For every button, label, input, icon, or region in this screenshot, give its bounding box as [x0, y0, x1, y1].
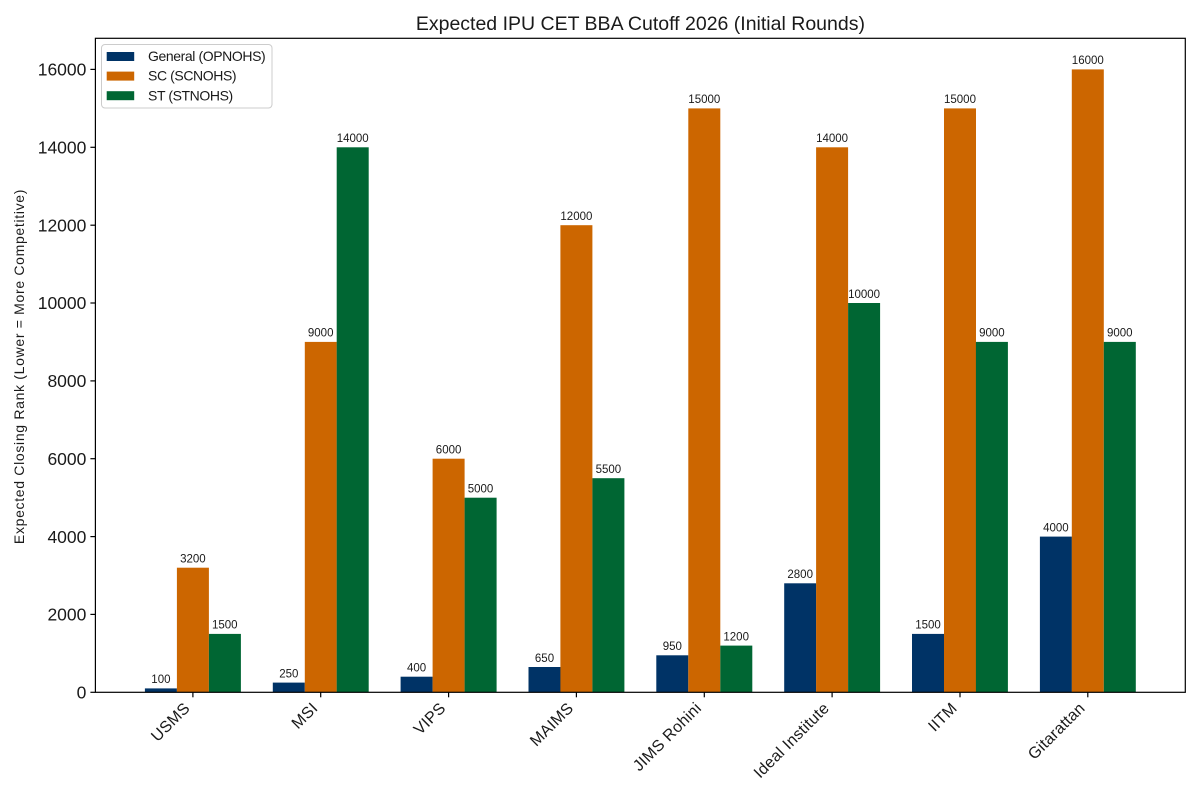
svg-text:2000: 2000 [47, 605, 86, 625]
svg-text:100: 100 [151, 674, 170, 686]
svg-text:9000: 9000 [308, 328, 334, 340]
svg-text:15000: 15000 [688, 94, 720, 106]
svg-text:650: 650 [535, 653, 554, 665]
svg-text:10000: 10000 [38, 293, 87, 313]
svg-text:12000: 12000 [38, 215, 87, 235]
svg-text:6000: 6000 [436, 445, 462, 457]
svg-text:6000: 6000 [47, 449, 86, 469]
svg-text:400: 400 [407, 663, 426, 675]
svg-text:1200: 1200 [723, 631, 749, 643]
svg-text:SC (SCNOHS): SC (SCNOHS) [148, 68, 236, 84]
svg-text:14000: 14000 [38, 138, 87, 158]
svg-text:3200: 3200 [180, 554, 206, 566]
svg-text:ST (STNOHS): ST (STNOHS) [148, 87, 233, 103]
svg-text:5000: 5000 [468, 484, 494, 496]
svg-text:10000: 10000 [848, 289, 880, 301]
svg-text:1500: 1500 [212, 620, 238, 632]
svg-text:4000: 4000 [47, 527, 86, 547]
svg-text:15000: 15000 [944, 94, 976, 106]
svg-text:9000: 9000 [1107, 328, 1133, 340]
svg-text:0: 0 [77, 683, 87, 703]
svg-text:14000: 14000 [337, 133, 369, 145]
svg-text:Expected IPU CET BBA Cutoff 20: Expected IPU CET BBA Cutoff 2026 (Initia… [416, 13, 865, 35]
svg-text:General (OPNOHS): General (OPNOHS) [148, 48, 265, 64]
svg-text:5500: 5500 [596, 464, 622, 476]
svg-text:8000: 8000 [47, 371, 86, 391]
svg-text:2800: 2800 [787, 569, 813, 581]
svg-text:250: 250 [279, 668, 298, 680]
svg-text:950: 950 [663, 641, 682, 653]
svg-text:12000: 12000 [560, 211, 592, 223]
svg-text:9000: 9000 [979, 328, 1005, 340]
svg-text:4000: 4000 [1043, 522, 1069, 534]
svg-text:1500: 1500 [915, 620, 941, 632]
svg-text:16000: 16000 [1072, 55, 1104, 67]
svg-text:Expected Closing Rank (Lower =: Expected Closing Rank (Lower = More Comp… [11, 189, 27, 544]
svg-text:16000: 16000 [38, 60, 87, 80]
svg-text:14000: 14000 [816, 133, 848, 145]
